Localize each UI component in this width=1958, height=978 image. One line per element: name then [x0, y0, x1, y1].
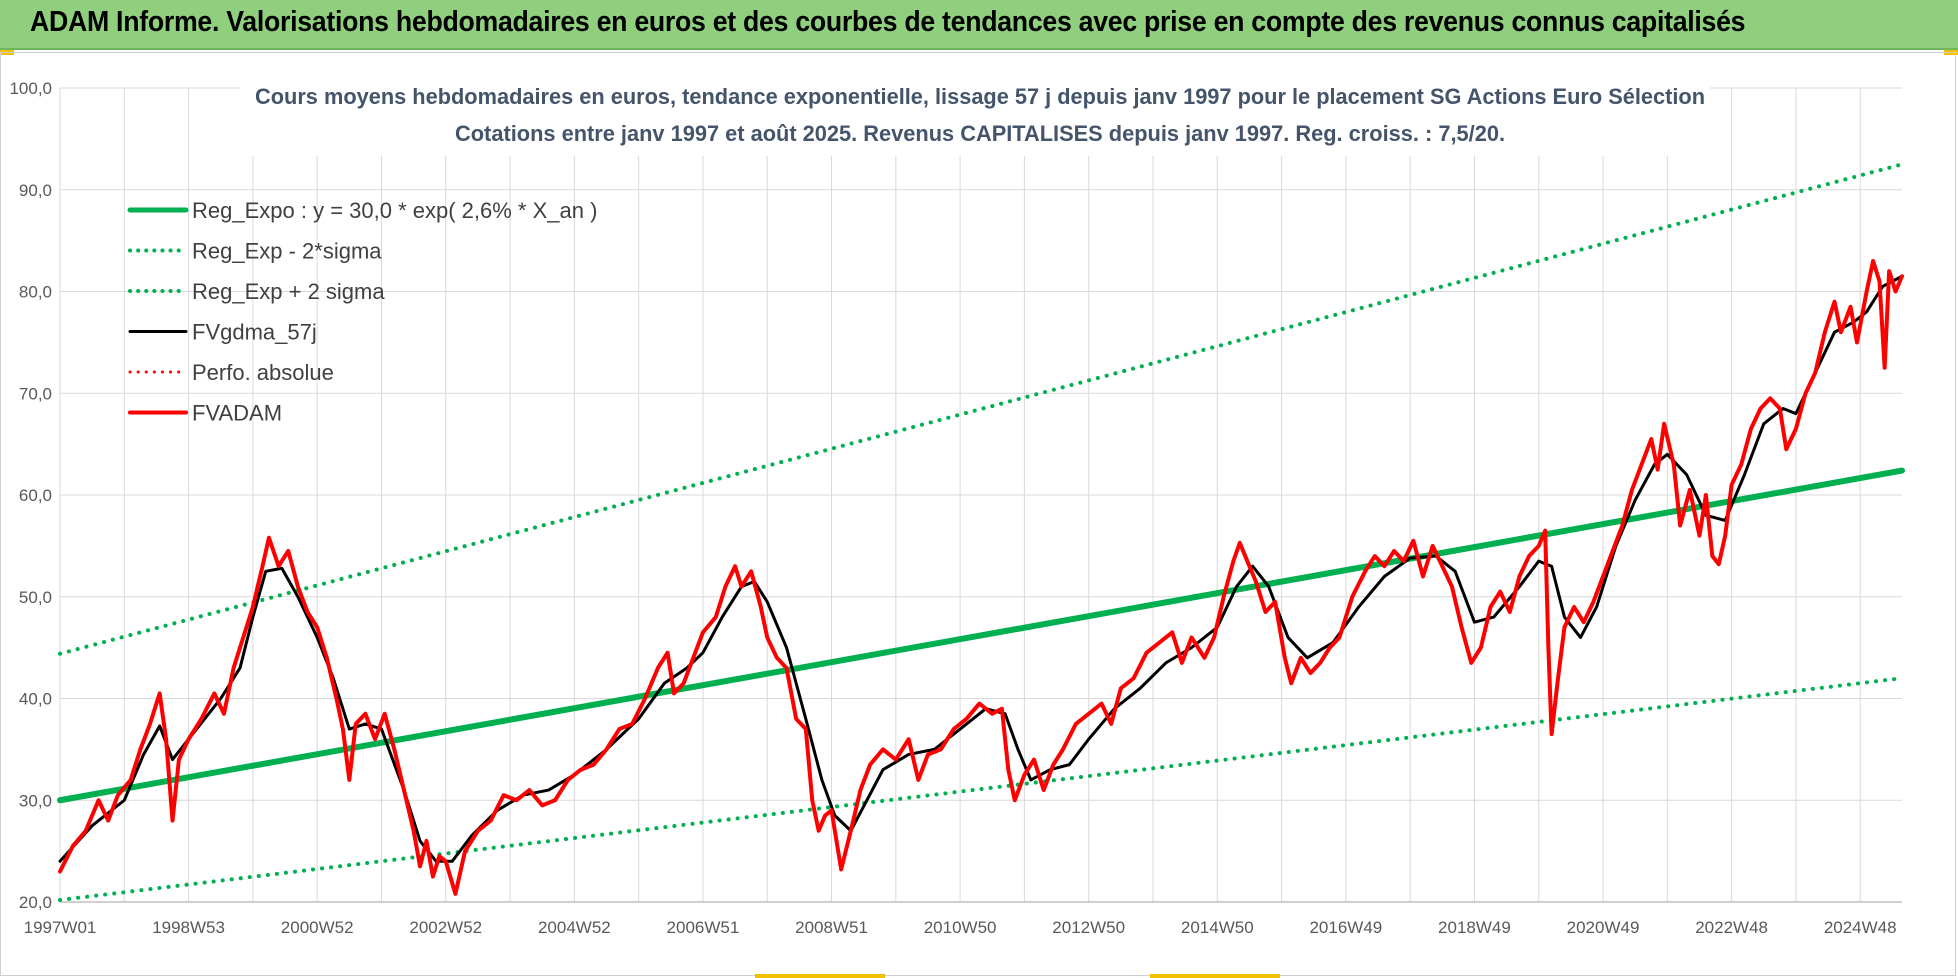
- y-tick-label: 30,0: [19, 791, 52, 810]
- chart-subtitle: Cotations entre janv 1997 et août 2025. …: [455, 121, 1505, 146]
- chart-plot-area: [57, 162, 1905, 902]
- x-tick-label: 2010W50: [924, 918, 997, 937]
- y-tick-label: 20,0: [19, 893, 52, 912]
- report-title: ADAM Informe. Valorisations hebdomadaire…: [30, 6, 1746, 38]
- report-banner: ADAM Informe. Valorisations hebdomadaire…: [0, 0, 1958, 50]
- legend-label-1: Reg_Exp - 2*sigma: [192, 239, 382, 264]
- series-line-1: [58, 676, 1904, 902]
- x-tick-label: 2018W49: [1438, 918, 1511, 937]
- legend-label-3: FVgdma_57j: [192, 320, 317, 345]
- x-tick-label: 1997W01: [24, 918, 97, 937]
- legend-label-2: Reg_Exp + 2 sigma: [192, 279, 385, 304]
- y-tick-label: 100,0: [9, 79, 52, 98]
- x-tick-label: 2014W50: [1181, 918, 1254, 937]
- x-tick-label: 2002W52: [409, 918, 482, 937]
- legend-label-0: Reg_Expo : y = 30,0 * exp( 2,6% * X_an ): [192, 198, 597, 223]
- y-tick-label: 40,0: [19, 690, 52, 709]
- y-tick-label: 50,0: [19, 588, 52, 607]
- y-tick-label: 60,0: [19, 486, 52, 505]
- x-tick-label: 1998W53: [152, 918, 225, 937]
- x-tick-label: 2004W52: [538, 918, 611, 937]
- y-tick-label: 70,0: [19, 384, 52, 403]
- series-line-2: [58, 162, 1904, 656]
- series-line-3: [58, 274, 1904, 863]
- x-axis-ticks: 1997W01 1998W53 2000W52 2002W52 2004W52 2006W…: [24, 918, 1897, 937]
- x-tick-label: 2000W52: [281, 918, 354, 937]
- y-tick-label: 90,0: [19, 181, 52, 200]
- bottom-strip-left: [755, 974, 885, 978]
- series-line-0: [57, 467, 1905, 804]
- x-tick-label: 2012W50: [1052, 918, 1125, 937]
- legend-label-5: FVADAM: [192, 401, 282, 426]
- y-tick-label: 80,0: [19, 283, 52, 302]
- legend-label-4: Perfo. absolue: [192, 360, 334, 385]
- x-tick-label: 2020W49: [1567, 918, 1640, 937]
- chart-titles: Cours moyens hebdomadaires en euros, ten…: [240, 76, 1710, 156]
- x-tick-label: 2024W48: [1824, 918, 1897, 937]
- chart-frame: [0, 52, 1956, 976]
- chart-legend: Reg_Expo : y = 30,0 * exp( 2,6% * X_an )…: [127, 198, 597, 426]
- y-axis-ticks: 20,0 30,0 40,0 50,0 60,0 70,0 80,0 90,0 100,0: [9, 79, 52, 912]
- x-tick-label: 2016W49: [1309, 918, 1382, 937]
- chart-title: Cours moyens hebdomadaires en euros, ten…: [255, 84, 1705, 109]
- title-background: [240, 76, 1710, 156]
- series-line-5: [58, 258, 1904, 896]
- bottom-strip-right: [1150, 974, 1280, 978]
- x-tick-label: 2008W51: [795, 918, 868, 937]
- x-tick-label: 2006W51: [667, 918, 740, 937]
- x-tick-label: 2022W48: [1695, 918, 1768, 937]
